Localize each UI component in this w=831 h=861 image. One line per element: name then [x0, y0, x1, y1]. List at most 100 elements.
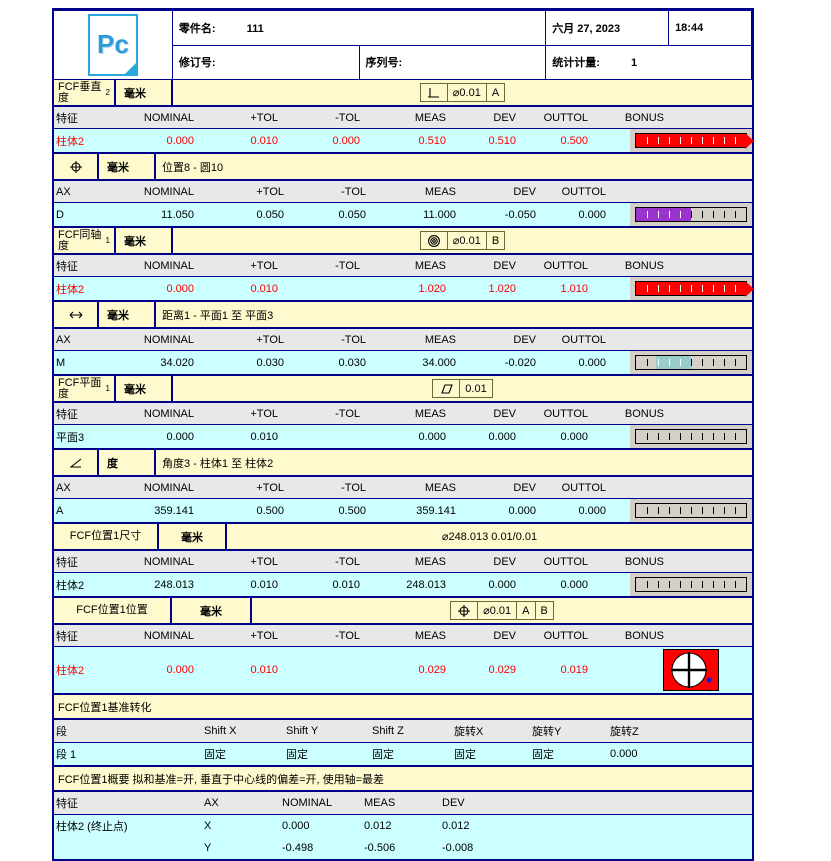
- gauge-ticks: [636, 134, 746, 147]
- gauge-overflow-arrow: [745, 133, 754, 149]
- col-plus-tol: +TOL: [256, 333, 284, 346]
- measurement-row: A 359.141 0.500 0.500 359.141 0.000 0.000: [54, 499, 752, 522]
- col-dev: DEV: [513, 481, 536, 494]
- tolerance-gauge: [630, 499, 752, 522]
- col-dev: DEV: [493, 629, 516, 642]
- unit-label: 毫米: [116, 80, 173, 105]
- measurement-sections: FCF垂直度 2 毫米 ⌀0.01 A 特征 NOMINAL +TOL -TOL MEAS DEV O…: [52, 80, 754, 695]
- col-bonus: BONUS: [624, 111, 664, 124]
- value-nominal: 0.000: [166, 134, 194, 147]
- col-plus-tol: +TOL: [256, 481, 284, 494]
- sm-value-2: -0.498: [282, 842, 314, 854]
- gdt-frame: ⌀0.01 B: [419, 231, 506, 250]
- value-outtol: 0.000: [578, 356, 606, 369]
- col-meas: MEAS: [424, 481, 456, 494]
- col-outtol: OUTTOL: [543, 407, 588, 420]
- value-dev: 1.020: [488, 282, 516, 295]
- col-minus-tol: -TOL: [335, 629, 360, 642]
- column-header-row: 特征 NOMINAL +TOL -TOL MEAS DEV OUTTOL BONUS: [54, 253, 752, 277]
- dt-col-6: 旋转Z: [610, 726, 639, 738]
- logo-text: Pc: [97, 29, 129, 59]
- tolerance-gauge: [630, 203, 752, 226]
- col-bonus: BONUS: [624, 407, 664, 420]
- serial-value: [402, 57, 430, 69]
- col-nominal: NOMINAL: [143, 333, 194, 346]
- date-cell: 六月 27, 2023: [545, 10, 670, 46]
- value-meas: 11.000: [423, 208, 456, 221]
- col-meas: MEAS: [414, 629, 446, 642]
- col-nominal: NOMINAL: [143, 407, 194, 420]
- dimension-symbol-angle-icon: [54, 450, 99, 475]
- col-minus-tol: -TOL: [341, 333, 366, 346]
- value-minus-tol: 0.500: [338, 504, 366, 517]
- col-feature: 特征: [56, 112, 78, 125]
- fcf-name-index: 1: [105, 236, 110, 245]
- sm-value-1: Y: [204, 842, 212, 854]
- gdt-datum-b: B: [540, 604, 548, 617]
- feature-control-frame: ⌀248.013 0.01/0.01: [227, 524, 752, 549]
- gdt-symbol-perpendicularity-icon: [421, 84, 448, 101]
- column-header-row: 特征 NOMINAL +TOL -TOL MEAS DEV OUTTOL BONUS: [54, 623, 752, 647]
- col-dev: DEV: [493, 111, 516, 124]
- fcf-name-index: 1: [105, 384, 110, 393]
- gdt-datum-a: A: [491, 86, 500, 99]
- value-plus-tol: 0.030: [256, 356, 284, 369]
- revision-label: 修订号:: [178, 57, 216, 70]
- dt-col-4: 旋转X: [454, 726, 484, 738]
- sm-value-3: 0.012: [364, 820, 392, 832]
- dt-value-4: 固定: [454, 749, 476, 761]
- value-minus-tol: 0.000: [332, 134, 360, 147]
- gdt-symbol-flatness-icon: [433, 380, 461, 397]
- dimension-description: 距离1 - 平面1 至 平面3: [162, 309, 274, 322]
- summary-block: FCF位置1概要 拟和基准=开, 垂直于中心线的偏差=开, 使用轴=最差 特征 A…: [52, 767, 754, 861]
- col-feature: 特征: [56, 408, 78, 421]
- dt-col-2: Shift Y: [286, 725, 319, 737]
- value-plus-tol: 0.010: [250, 578, 278, 591]
- value-outtol: 0.000: [578, 504, 606, 517]
- col-outtol: OUTTOL: [561, 333, 606, 346]
- col-feature: 特征: [56, 260, 78, 273]
- value-nominal: 34.020: [160, 356, 194, 369]
- tolerance-gauge: [630, 351, 752, 374]
- fcf-name: FCF平面度 1: [54, 376, 116, 401]
- value-dev: 0.510: [488, 134, 516, 147]
- fcf-name: FCF位置1位置: [54, 598, 172, 623]
- fcf-name-index: 2: [105, 88, 110, 97]
- col-meas: MEAS: [414, 407, 446, 420]
- unit-label: 毫米: [99, 154, 156, 179]
- value-ax: D: [56, 208, 64, 221]
- value-plus-tol: 0.010: [250, 430, 278, 443]
- col-nominal: NOMINAL: [143, 111, 194, 124]
- section-title-row: FCF垂直度 2 毫米 ⌀0.01 A: [54, 80, 752, 105]
- summary-title: FCF位置1概要 拟和基准=开, 垂直于中心线的偏差=开, 使用轴=最差: [58, 773, 385, 786]
- value-feature: 柱体2: [56, 579, 85, 592]
- column-header-row: 特征 NOMINAL +TOL -TOL MEAS DEV OUTTOL BONUS: [54, 105, 752, 129]
- col-plus-tol: +TOL: [250, 259, 278, 272]
- datum-transform-header: 段 Shift X Shift Y Shift Z 旋转X 旋转Y 旋转Z: [54, 718, 752, 743]
- measurement-row: D 11.050 0.050 0.050 11.000 -0.050 0.000: [54, 203, 752, 226]
- unit-label: 毫米: [99, 302, 156, 327]
- tolerance-gauge: [630, 573, 752, 596]
- measurement-row: M 34.020 0.030 0.030 34.000 -0.020 0.000: [54, 351, 752, 374]
- col-bonus: BONUS: [624, 259, 664, 272]
- datum-transform-row: 段 1 固定 固定 固定 固定 固定 0.000: [54, 743, 752, 765]
- section-dim-location8: 毫米 位置8 - 圆10 AX NOMINAL +TOL -TOL MEAS DEV OUTTO…: [52, 154, 754, 228]
- gdt-datum-a: A: [517, 602, 536, 619]
- inspection-report: Pc 零件名: 111 六月 27, 2023 18:44 修订号: 序列号:: [52, 8, 754, 861]
- summary-row: 柱体2 (终止点) X 0.000 0.012 0.012: [54, 815, 752, 837]
- tolerance-gauge: [630, 277, 754, 300]
- col-outtol: OUTTOL: [543, 629, 588, 642]
- col-nominal: NOMINAL: [143, 259, 194, 272]
- dt-value-2: 固定: [286, 749, 308, 761]
- fcf-name: FCF同轴度 1: [54, 228, 116, 253]
- value-meas: 0.510: [418, 134, 446, 147]
- datum-transform-block: FCF位置1基准转化 段 Shift X Shift Y Shift Z 旋转X 旋转Y 旋…: [52, 695, 754, 767]
- col-feature: 特征: [56, 556, 78, 569]
- feature-control-frame: ⌀0.01 B: [173, 228, 752, 253]
- gauge-ticks: [636, 430, 746, 443]
- value-feature: 平面3: [56, 431, 85, 444]
- value-dev: 0.000: [488, 430, 516, 443]
- fcf-size-text: ⌀248.013 0.01/0.01: [441, 531, 538, 543]
- measurement-row: 平面3 0.000 0.010 0.000 0.000 0.000: [54, 425, 752, 448]
- sm-value-1: X: [204, 820, 212, 832]
